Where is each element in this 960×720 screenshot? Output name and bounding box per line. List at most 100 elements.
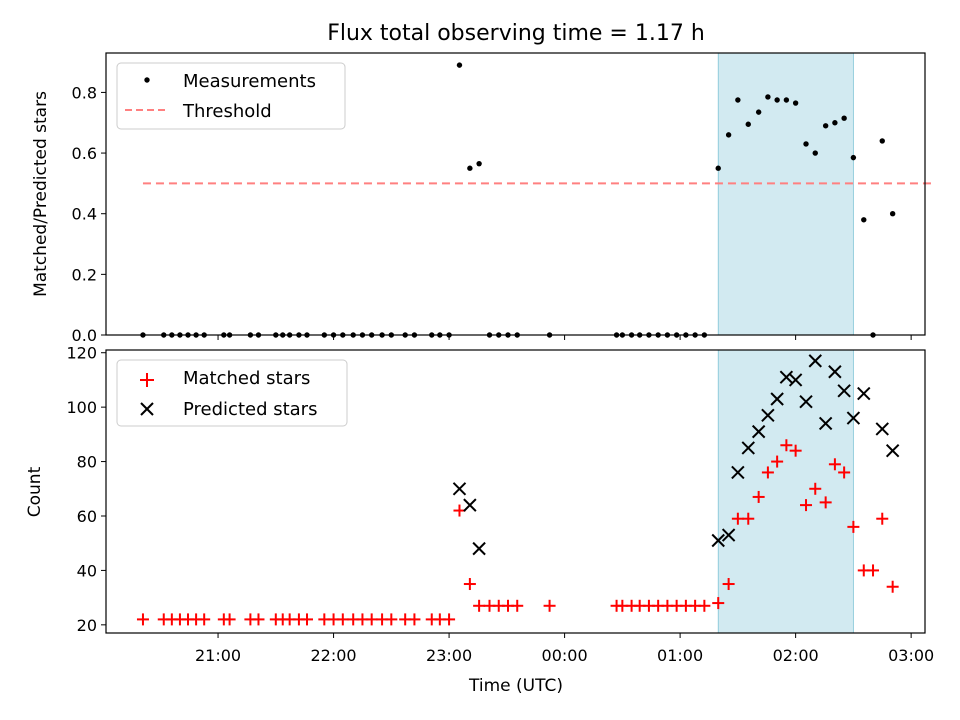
measurement-point bbox=[476, 160, 482, 167]
top-shaded-interval bbox=[717, 52, 854, 336]
matched-star-point bbox=[847, 520, 860, 533]
top-panel: 0.00.20.40.60.8 Matched/Predicted stars … bbox=[31, 52, 935, 345]
bottom-legend-box bbox=[116, 359, 348, 427]
measurement-point bbox=[832, 120, 838, 126]
matched-star-point bbox=[408, 613, 421, 626]
matched-star-point bbox=[698, 599, 711, 612]
bottom-y-tick-label: 60 bbox=[77, 507, 97, 526]
predicted-star-point bbox=[808, 354, 822, 368]
predicted-star-point bbox=[837, 384, 851, 398]
bottom-plot-frame bbox=[105, 349, 926, 634]
x-tick-label: 02:00 bbox=[773, 646, 819, 665]
top-y-tick-label: 0.4 bbox=[72, 205, 97, 224]
measurement-point bbox=[879, 138, 885, 144]
matched-star-point bbox=[800, 499, 813, 512]
bottom-y-tick-label: 20 bbox=[77, 616, 97, 635]
predicted-star-point bbox=[463, 498, 477, 512]
predicted-star-point bbox=[731, 465, 745, 480]
top-y-tick-label: 0.8 bbox=[72, 83, 97, 102]
matched-star-point bbox=[828, 458, 841, 471]
matched-star-point bbox=[867, 564, 880, 577]
predicted-star-point bbox=[828, 365, 842, 379]
matched-star-point bbox=[712, 597, 725, 610]
legend-predicted-label: Predicted stars bbox=[183, 399, 317, 420]
measurement-point bbox=[803, 141, 809, 147]
matched-star-point bbox=[336, 613, 349, 626]
measurement-point bbox=[792, 100, 799, 106]
matched-star-point bbox=[543, 599, 556, 612]
top-legend: Measurements Threshold bbox=[116, 62, 346, 130]
top-plot-frame bbox=[105, 52, 926, 336]
legend-matched-label: Matched stars bbox=[183, 368, 310, 389]
predicted-star-point bbox=[857, 386, 871, 401]
measurement-point bbox=[735, 97, 741, 103]
top-y-tick-label: 0.0 bbox=[72, 326, 97, 345]
legend-matched-marker bbox=[140, 373, 154, 387]
chart-title: Flux total observing time = 1.17 h bbox=[327, 21, 705, 46]
x-tick-label: 01:00 bbox=[657, 646, 703, 665]
predicted-star-point bbox=[846, 411, 861, 425]
matched-star-point bbox=[136, 613, 149, 626]
predicted-star-point bbox=[770, 392, 784, 406]
measurement-point bbox=[861, 217, 867, 223]
matched-star-point bbox=[443, 613, 456, 626]
predicted-star-point bbox=[799, 394, 813, 409]
x-tick-label: 00:00 bbox=[542, 646, 588, 665]
predicted-star-point bbox=[711, 533, 725, 548]
predicted-star-point bbox=[788, 373, 803, 387]
matched-star-point bbox=[742, 512, 755, 525]
measurement-point bbox=[841, 115, 847, 121]
measurement-point bbox=[812, 150, 818, 156]
predicted-star-point bbox=[761, 408, 775, 423]
matched-star-point bbox=[761, 466, 774, 479]
measurement-point bbox=[850, 154, 857, 161]
matched-star-point bbox=[300, 613, 313, 626]
measurement-point bbox=[822, 123, 829, 129]
matched-star-point bbox=[771, 455, 784, 468]
legend-threshold-label: Threshold bbox=[182, 101, 272, 122]
measurement-point bbox=[783, 97, 790, 103]
matched-star-point bbox=[463, 578, 476, 591]
measurement-point bbox=[889, 211, 896, 217]
measurement-point bbox=[715, 165, 721, 171]
bottom-legend: Matched stars Predicted stars bbox=[116, 359, 348, 427]
predicted-star-point bbox=[751, 424, 766, 439]
x-tick-label: 21:00 bbox=[195, 646, 241, 665]
matched-star-point bbox=[876, 512, 889, 525]
matched-star-point bbox=[365, 613, 378, 626]
predicted-star-point bbox=[779, 370, 794, 384]
measurement-point bbox=[467, 165, 473, 171]
bottom-y-tick-label: 40 bbox=[77, 561, 97, 580]
predicted-star-point bbox=[741, 441, 755, 455]
x-axis-label: Time (UTC) bbox=[468, 676, 563, 696]
predicted-star-point bbox=[472, 541, 486, 556]
matched-star-point bbox=[838, 466, 851, 479]
predicted-star-point bbox=[818, 416, 833, 431]
matched-star-point bbox=[511, 599, 524, 612]
matched-star-point bbox=[780, 439, 793, 452]
matched-star-point bbox=[789, 444, 802, 457]
predicted-star-point bbox=[721, 528, 736, 542]
bottom-y-tick-label: 120 bbox=[66, 344, 97, 363]
bottom-shaded-interval bbox=[717, 349, 854, 634]
bottom-y-tick-label: 80 bbox=[77, 453, 97, 472]
measurement-point bbox=[725, 132, 732, 138]
top-y-tick-label: 0.2 bbox=[72, 265, 97, 284]
measurement-point bbox=[774, 97, 780, 103]
matched-star-point bbox=[385, 613, 398, 626]
matched-star-point bbox=[886, 580, 899, 593]
legend-measurements-label: Measurements bbox=[183, 71, 316, 92]
predicted-star-point bbox=[875, 422, 889, 436]
measurement-point bbox=[456, 62, 463, 68]
x-tick-label: 23:00 bbox=[426, 646, 472, 665]
x-tick-label: 22:00 bbox=[311, 646, 357, 665]
predicted-star-point bbox=[885, 443, 900, 458]
matched-star-point bbox=[473, 599, 486, 612]
matched-star-point bbox=[731, 512, 744, 525]
top-y-tick-label: 0.6 bbox=[72, 144, 97, 163]
legend-predicted-marker bbox=[140, 402, 154, 416]
bottom-y-axis-label: Count bbox=[25, 466, 45, 517]
matched-star-point bbox=[198, 613, 211, 626]
top-y-axis-label: Matched/Predicted stars bbox=[31, 91, 51, 297]
